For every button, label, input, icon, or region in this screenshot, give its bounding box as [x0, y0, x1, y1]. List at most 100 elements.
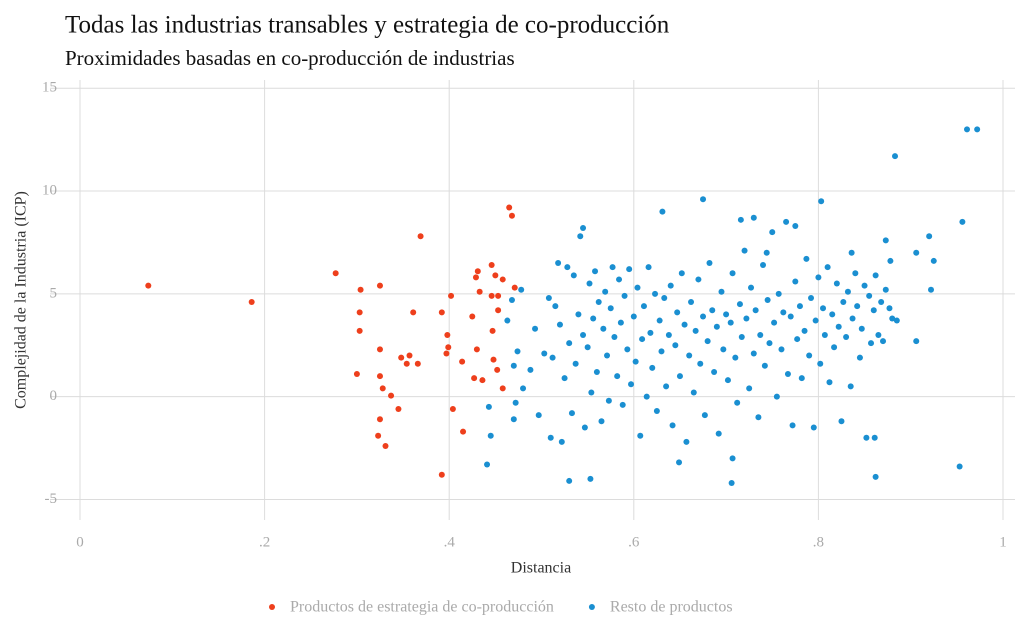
point [588, 389, 595, 396]
point [878, 299, 885, 306]
point [783, 218, 790, 225]
point [410, 309, 417, 316]
point [727, 319, 734, 326]
point [734, 399, 741, 406]
legend-marker [269, 604, 275, 610]
point [806, 352, 813, 359]
point [459, 358, 466, 365]
point [527, 366, 534, 373]
point [681, 321, 688, 328]
point [469, 313, 476, 320]
point [794, 336, 801, 343]
point [711, 368, 718, 375]
point [406, 352, 413, 359]
x-tick-label: .6 [628, 534, 640, 550]
point [847, 383, 854, 390]
point [607, 305, 614, 312]
point [614, 373, 621, 380]
point [728, 479, 735, 486]
point [815, 274, 822, 281]
point [647, 329, 654, 336]
point [724, 377, 731, 384]
point [669, 422, 676, 429]
point [510, 416, 517, 423]
point [580, 225, 587, 232]
point [634, 284, 641, 291]
point [893, 317, 900, 324]
point [417, 233, 424, 240]
point [590, 315, 597, 322]
point [518, 286, 525, 293]
point [555, 259, 562, 266]
point [801, 327, 808, 334]
point [511, 284, 518, 291]
point [558, 438, 565, 445]
point [858, 325, 865, 332]
point [617, 319, 624, 326]
point [763, 249, 770, 256]
point [713, 323, 720, 330]
point [760, 262, 767, 269]
point [889, 315, 896, 322]
point [514, 348, 521, 355]
point [930, 257, 937, 264]
point [663, 383, 670, 390]
point [587, 475, 594, 482]
point [484, 461, 491, 468]
point [624, 346, 631, 353]
point [652, 290, 659, 297]
point [821, 331, 828, 338]
point [495, 292, 502, 299]
point [732, 354, 739, 361]
point [665, 331, 672, 338]
point [769, 229, 776, 236]
point [741, 247, 748, 254]
point [736, 301, 743, 308]
point [479, 377, 486, 384]
point [581, 424, 588, 431]
point [870, 307, 877, 314]
point [784, 371, 791, 378]
point [445, 344, 452, 351]
point [472, 274, 479, 281]
point [508, 212, 515, 219]
point [639, 336, 646, 343]
point [487, 432, 494, 439]
point [499, 385, 506, 392]
point [611, 334, 618, 341]
point [887, 257, 894, 264]
point [640, 303, 647, 310]
point [499, 276, 506, 283]
point [928, 286, 935, 293]
point [592, 268, 599, 275]
x-tick-label: .8 [813, 534, 824, 550]
point [460, 428, 467, 435]
point [913, 338, 920, 345]
point [974, 126, 981, 133]
point [398, 354, 405, 361]
point [595, 299, 602, 306]
point [552, 303, 559, 310]
point [882, 237, 889, 244]
chart-subtitle: Proximidades basadas en co-producción de… [65, 46, 515, 70]
point [566, 477, 573, 484]
point [913, 249, 920, 256]
point [856, 354, 863, 361]
point [871, 434, 878, 441]
point [375, 432, 382, 439]
point [686, 352, 693, 359]
point [690, 389, 697, 396]
point [532, 325, 539, 332]
point [701, 412, 708, 419]
point [844, 288, 851, 295]
point [838, 418, 845, 425]
point [775, 290, 782, 297]
point [780, 309, 787, 316]
point [835, 323, 842, 330]
point [626, 266, 633, 273]
point [676, 459, 683, 466]
point [580, 331, 587, 338]
point [600, 325, 607, 332]
point [643, 393, 650, 400]
